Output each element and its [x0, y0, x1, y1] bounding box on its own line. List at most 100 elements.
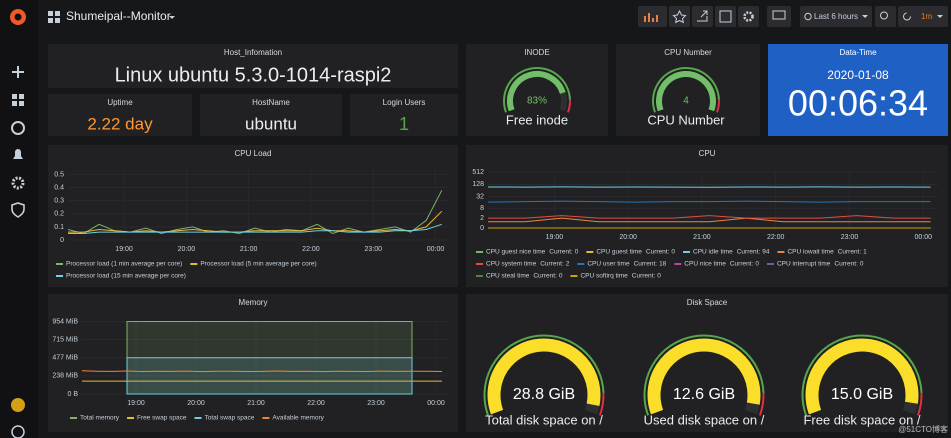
icon-config[interactable]	[11, 176, 25, 190]
icon-create[interactable]	[12, 66, 24, 78]
legend-stat-label: Current:	[834, 261, 858, 268]
legend-item: CPU system time Current: 2	[476, 261, 570, 268]
area	[126, 357, 413, 395]
refresh-caret	[937, 15, 943, 18]
legend-label: CPU interrupt time	[777, 261, 831, 268]
panel	[768, 44, 948, 136]
legend-stat-value: 2	[566, 261, 570, 268]
gauge-threshold	[916, 392, 923, 416]
title-caret	[169, 16, 175, 19]
y-tick-label: 715 MiB	[52, 336, 78, 343]
legend-stat-value: 0	[671, 249, 675, 256]
y-tick-label: 0	[60, 237, 64, 244]
y-tick-label: 0.1	[54, 224, 64, 231]
icon-dash-grid	[48, 11, 60, 23]
x-tick-label: 23:00	[364, 246, 382, 253]
legend-label: Processor load (5 min average per core)	[200, 261, 316, 268]
avatar[interactable]	[11, 398, 25, 412]
x-tick-label: 22:00	[302, 246, 320, 253]
panel-title: Login Users	[383, 98, 426, 107]
x-tick-label: 23:00	[367, 400, 385, 407]
legend-stat-label: Current:	[730, 261, 754, 268]
btn-tv[interactable]	[767, 6, 791, 27]
btn-share[interactable]	[692, 6, 713, 27]
x-tick-label: 00:00	[914, 234, 932, 241]
legend-item: Free swap space	[127, 415, 187, 422]
btn-save[interactable]	[715, 6, 736, 27]
btn-star[interactable]	[669, 6, 690, 27]
gauge-value: 28.8 GiB	[513, 386, 575, 403]
y-tick-label: 0.2	[54, 211, 64, 218]
icon-save	[719, 10, 732, 23]
icon-add-panel	[644, 13, 658, 22]
legend-label: CPU nice time	[684, 261, 726, 268]
gauge-threshold	[801, 334, 923, 416]
btn-zoom-out[interactable]	[875, 6, 896, 27]
legend-item: Total swap space	[194, 415, 255, 422]
legend-item: CPU user time Current: 18	[577, 261, 667, 268]
btn-time-range[interactable]	[800, 6, 872, 27]
x-tick-label: 00:00	[427, 400, 445, 407]
legend-label: CPU user time	[587, 261, 630, 268]
dashboard-title[interactable]: Shumeipal--Monitor	[66, 9, 171, 23]
icon-explore[interactable]	[11, 121, 25, 135]
x-tick-label: 20:00	[178, 246, 196, 253]
icon-admin[interactable]	[11, 202, 25, 218]
x-tick-label: 19:00	[127, 400, 145, 407]
panel-title: CPU Number	[664, 48, 712, 57]
legend-stat-value: 94	[762, 249, 770, 256]
legend-item: CPU guest time Current: 0	[586, 249, 675, 256]
y-tick-label: 0	[480, 225, 484, 232]
legend-label: CPU iowait time	[787, 249, 834, 256]
panel	[200, 94, 342, 136]
legend-label: CPU softirq time	[580, 273, 628, 280]
btn-refresh[interactable]	[898, 6, 948, 27]
date: 2020-01-08	[827, 68, 889, 82]
panel	[350, 94, 458, 136]
stat-value: 2.22 day	[87, 114, 153, 133]
line	[81, 370, 443, 373]
gauge-label: Total disk space on /	[485, 412, 603, 427]
gauge-threshold	[503, 67, 571, 113]
legend-item: CPU nice time Current: 0	[674, 261, 759, 268]
legend-label: CPU idle time	[693, 249, 733, 256]
legend-stat-value: 0	[755, 261, 759, 268]
btn-settings[interactable]	[738, 6, 759, 27]
legend-stat-label: Current:	[737, 249, 761, 256]
y-tick-label: 954 MiB	[52, 318, 78, 325]
stat-value: Linux ubuntu 5.3.0-1014-raspi2	[115, 64, 392, 86]
panel	[48, 294, 458, 432]
y-tick-label: 32	[476, 193, 484, 200]
refresh-interval: 1m	[921, 12, 932, 21]
gauge-threshold	[567, 99, 571, 113]
legend-label: Available memory	[272, 415, 324, 422]
icon-help[interactable]	[11, 425, 25, 438]
x-tick-label: 20:00	[619, 234, 637, 241]
legend-stat-value: 0	[860, 261, 864, 268]
icon-clock	[804, 12, 812, 21]
icon-dashboards[interactable]	[12, 94, 24, 106]
icon-alerting[interactable]	[13, 149, 23, 159]
legend-item: Processor load (5 min average per core)	[190, 261, 317, 268]
x-tick-label: 21:00	[247, 400, 265, 407]
gauge-label: Used disk space on /	[644, 412, 765, 427]
btn-add-panel[interactable]	[638, 6, 667, 27]
stat-value: ubuntu	[245, 114, 297, 133]
icon-settings	[743, 11, 754, 22]
line	[68, 223, 442, 234]
line	[487, 200, 931, 203]
time-caret	[862, 15, 868, 18]
gauge-fill	[647, 338, 761, 415]
legend-item: CPU guest nice time Current: 0	[476, 249, 579, 256]
gauge-value: 4	[683, 96, 689, 107]
legend-stat-label: Current:	[540, 261, 564, 268]
stat-value: 1	[399, 114, 409, 134]
y-tick-label: 0 B	[67, 391, 78, 398]
clock: 00:06:34	[788, 83, 928, 124]
panel-title: Disk Space	[687, 298, 728, 307]
legend-stat-label: Current:	[838, 249, 862, 256]
line	[488, 215, 931, 219]
panel-title: Host_Infomation	[224, 48, 282, 57]
legend-label: CPU guest time	[596, 249, 642, 256]
y-tick-label: 0.3	[54, 198, 64, 205]
